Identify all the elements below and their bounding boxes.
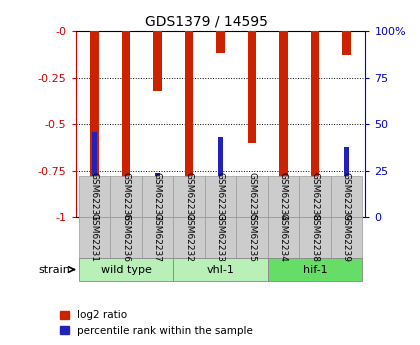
Text: GSM62237: GSM62237 bbox=[153, 213, 162, 262]
Bar bbox=[248, 31, 256, 143]
Text: GSM62231: GSM62231 bbox=[90, 172, 99, 221]
FancyBboxPatch shape bbox=[173, 217, 205, 258]
FancyBboxPatch shape bbox=[110, 176, 142, 217]
Bar bbox=[311, 31, 319, 193]
FancyBboxPatch shape bbox=[236, 176, 268, 217]
Bar bbox=[92, 132, 97, 217]
Text: GSM62236: GSM62236 bbox=[121, 213, 131, 262]
Text: GSM62235: GSM62235 bbox=[247, 172, 257, 221]
Text: GSM62239: GSM62239 bbox=[342, 213, 351, 262]
FancyBboxPatch shape bbox=[268, 217, 299, 258]
Text: GSM62239: GSM62239 bbox=[342, 172, 351, 221]
FancyBboxPatch shape bbox=[205, 217, 236, 258]
Text: strain: strain bbox=[38, 265, 70, 275]
Legend: log2 ratio, percentile rank within the sample: log2 ratio, percentile rank within the s… bbox=[55, 306, 257, 340]
Text: GSM62237: GSM62237 bbox=[153, 172, 162, 221]
Text: GSM62233: GSM62233 bbox=[216, 213, 225, 262]
Title: GDS1379 / 14595: GDS1379 / 14595 bbox=[144, 14, 268, 29]
FancyBboxPatch shape bbox=[110, 217, 142, 258]
Text: GSM62232: GSM62232 bbox=[184, 172, 194, 221]
FancyBboxPatch shape bbox=[331, 217, 362, 258]
FancyBboxPatch shape bbox=[299, 217, 331, 258]
FancyBboxPatch shape bbox=[173, 176, 205, 217]
Text: wild type: wild type bbox=[100, 265, 152, 275]
Text: GSM62231: GSM62231 bbox=[90, 213, 99, 262]
Bar bbox=[342, 31, 351, 55]
Text: GSM62232: GSM62232 bbox=[184, 214, 194, 262]
Bar bbox=[279, 31, 288, 204]
Text: GSM62238: GSM62238 bbox=[310, 213, 320, 262]
Text: GSM62238: GSM62238 bbox=[310, 172, 320, 221]
FancyBboxPatch shape bbox=[205, 176, 236, 217]
Bar bbox=[90, 31, 99, 212]
Bar bbox=[123, 203, 129, 217]
Bar bbox=[344, 147, 349, 217]
Text: GSM62234: GSM62234 bbox=[279, 172, 288, 221]
FancyBboxPatch shape bbox=[79, 258, 173, 281]
Text: GSM62235: GSM62235 bbox=[247, 213, 257, 262]
Bar bbox=[249, 184, 255, 217]
Text: hif-1: hif-1 bbox=[303, 265, 327, 275]
FancyBboxPatch shape bbox=[79, 217, 110, 258]
Bar bbox=[218, 137, 223, 217]
Text: GSM62236: GSM62236 bbox=[121, 172, 131, 221]
FancyBboxPatch shape bbox=[79, 176, 110, 217]
FancyBboxPatch shape bbox=[142, 217, 173, 258]
Bar bbox=[312, 191, 318, 217]
Text: vhl-1: vhl-1 bbox=[207, 265, 234, 275]
Text: GSM62233: GSM62233 bbox=[216, 172, 225, 221]
Bar bbox=[186, 200, 192, 217]
FancyBboxPatch shape bbox=[268, 176, 299, 217]
Bar bbox=[216, 31, 225, 53]
Bar bbox=[122, 31, 130, 191]
FancyBboxPatch shape bbox=[142, 176, 173, 217]
FancyBboxPatch shape bbox=[299, 176, 331, 217]
Bar bbox=[153, 31, 162, 91]
FancyBboxPatch shape bbox=[268, 258, 362, 281]
Bar bbox=[281, 206, 286, 217]
FancyBboxPatch shape bbox=[236, 217, 268, 258]
FancyBboxPatch shape bbox=[173, 258, 268, 281]
Bar bbox=[155, 172, 160, 217]
Text: GSM62234: GSM62234 bbox=[279, 214, 288, 262]
FancyBboxPatch shape bbox=[331, 176, 362, 217]
Bar bbox=[185, 31, 193, 178]
